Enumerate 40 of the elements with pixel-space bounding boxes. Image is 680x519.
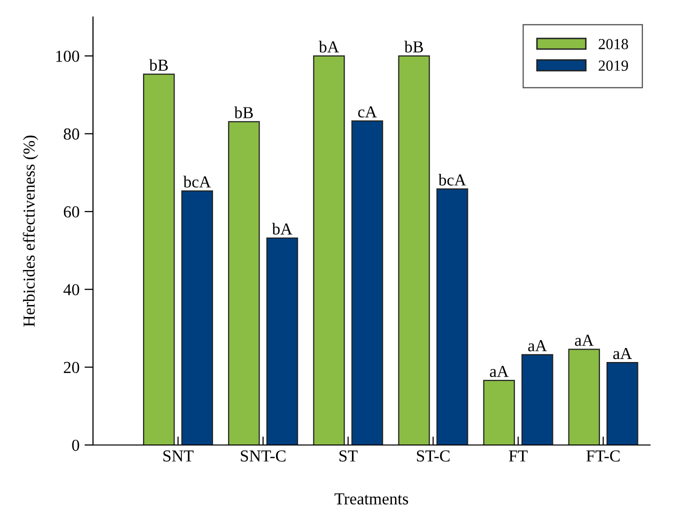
bar — [181, 190, 214, 445]
data-label: bcA — [183, 176, 211, 188]
bar — [606, 362, 638, 445]
y-tick-label: 100 — [56, 50, 80, 62]
bar — [483, 380, 515, 445]
bar — [266, 237, 298, 445]
bar — [313, 55, 345, 445]
data-label: cA — [358, 106, 377, 118]
data-label: aA — [574, 334, 594, 346]
x-tick-label: ST-C — [416, 450, 450, 462]
legend-label: 2019 — [598, 60, 628, 71]
bar — [351, 120, 384, 445]
x-axis-title: Treatments — [334, 493, 408, 504]
x-tick-label: SNT — [163, 450, 194, 462]
bar — [568, 348, 600, 445]
data-label: aA — [490, 366, 509, 378]
y-tick-label: 0 — [72, 440, 80, 451]
x-tick-label: FT — [508, 450, 528, 462]
y-tick-label: 20 — [64, 362, 80, 374]
bar — [436, 188, 468, 445]
legend-label: 2018 — [598, 38, 628, 50]
data-label: bB — [149, 59, 168, 71]
data-label: bB — [404, 40, 423, 53]
bar — [143, 74, 175, 445]
y-tick-label: 80 — [64, 128, 80, 140]
bar — [398, 55, 430, 445]
data-label: bA — [272, 222, 292, 235]
y-tick-label: 40 — [63, 284, 80, 296]
y-axis-title: Herbicides effectiveness (%) — [22, 136, 38, 327]
bar — [228, 121, 260, 445]
data-label: bcA — [438, 174, 466, 186]
data-label: aA — [528, 340, 547, 352]
bar — [521, 354, 554, 445]
x-tick-label: FT-C — [586, 450, 620, 462]
x-tick-label: SNT-C — [240, 450, 286, 462]
data-label: aA — [613, 348, 632, 360]
data-label: bB — [234, 106, 253, 118]
y-tick-label: 60 — [64, 206, 80, 218]
x-tick-label: ST — [340, 450, 358, 462]
data-label: bA — [318, 40, 340, 53]
